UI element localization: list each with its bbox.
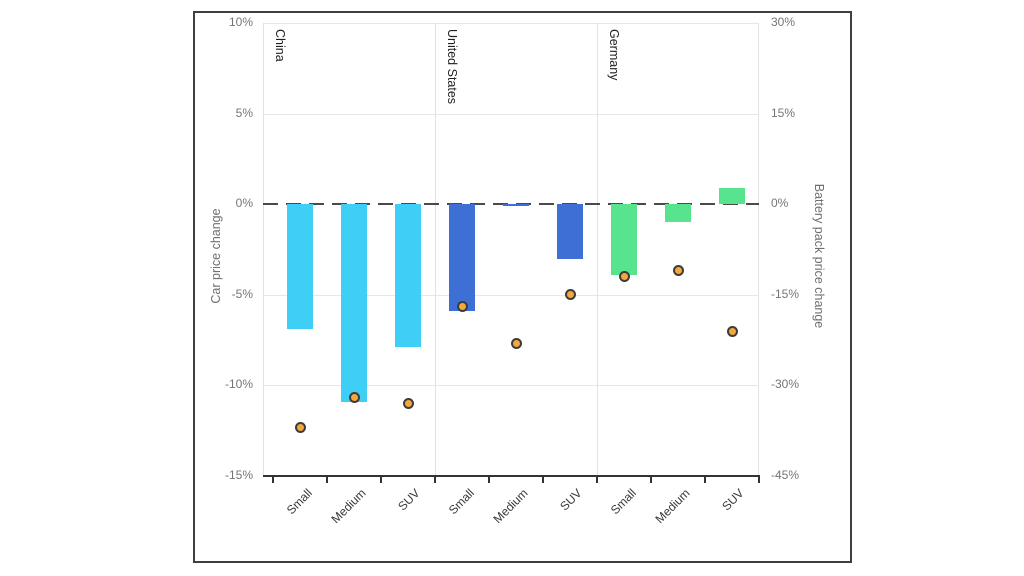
x-category-label-suv: SUV bbox=[395, 486, 423, 514]
gridline-h bbox=[263, 385, 759, 387]
facet-label-united-states: United States bbox=[445, 29, 459, 105]
bar-germany-small bbox=[611, 204, 637, 275]
x-category-label-medium: Medium bbox=[652, 486, 693, 527]
plot-area: China United States Germany bbox=[263, 23, 760, 483]
bar-germany-medium bbox=[665, 204, 691, 223]
dot-united-states-medium bbox=[510, 337, 522, 349]
x-axis-tick-mark bbox=[272, 476, 274, 483]
x-category-label-medium: Medium bbox=[490, 486, 531, 527]
left-axis-tick: -15% bbox=[224, 468, 253, 482]
x-category-label-small: Small bbox=[445, 486, 477, 518]
gridline-h bbox=[263, 113, 759, 115]
facet-label-china: China bbox=[273, 29, 287, 62]
bar-china-medium bbox=[341, 204, 367, 402]
x-axis-tick-mark bbox=[380, 476, 382, 483]
x-axis-line bbox=[263, 475, 760, 477]
x-axis-tick-mark bbox=[650, 476, 652, 483]
facet-separator bbox=[597, 23, 598, 476]
right-axis-tick: -30% bbox=[771, 377, 800, 392]
x-axis-tick-mark bbox=[758, 476, 760, 483]
x-axis-tick-mark bbox=[326, 476, 328, 483]
x-axis-tick-mark bbox=[488, 476, 490, 483]
right-axis-tick: 15% bbox=[771, 105, 796, 120]
bar-united-states-suv bbox=[557, 204, 583, 259]
right-axis-tick: 30% bbox=[771, 15, 796, 29]
facet-label-germany: Germany bbox=[607, 29, 621, 81]
right-axis-tick: -45% bbox=[771, 468, 800, 482]
left-axis-tick: -10% bbox=[224, 377, 253, 392]
left-axis-tick: 0% bbox=[235, 196, 253, 211]
x-category-label-suv: SUV bbox=[719, 486, 747, 514]
dot-united-states-suv bbox=[564, 289, 576, 301]
bar-united-states-medium bbox=[503, 204, 529, 206]
dot-germany-medium bbox=[672, 265, 684, 277]
dot-united-states-small bbox=[456, 301, 468, 313]
plot-right-border bbox=[758, 23, 759, 476]
right-axis-tick: 0% bbox=[771, 196, 789, 211]
dot-china-suv bbox=[402, 398, 414, 410]
left-axis-tick: -5% bbox=[231, 286, 253, 301]
x-category-label-small: Small bbox=[607, 486, 639, 518]
dot-china-medium bbox=[348, 391, 360, 403]
x-axis-tick-mark bbox=[596, 476, 598, 483]
left-axis-tick: 10% bbox=[228, 15, 253, 29]
dot-china-small bbox=[294, 422, 306, 434]
dot-germany-small bbox=[618, 271, 630, 283]
chart-box: Car price change Battery pack price chan… bbox=[193, 11, 852, 563]
bar-united-states-small bbox=[449, 204, 475, 312]
left-axis-tick: 5% bbox=[235, 105, 253, 120]
bar-china-suv bbox=[395, 204, 421, 348]
right-axis-tick: -15% bbox=[771, 286, 800, 301]
x-axis-tick-mark bbox=[704, 476, 706, 483]
bar-germany-suv bbox=[719, 187, 745, 205]
x-category-label-small: Small bbox=[283, 486, 315, 518]
dot-germany-suv bbox=[726, 325, 738, 337]
x-axis-tick-mark bbox=[542, 476, 544, 483]
bar-china-small bbox=[287, 204, 313, 330]
gridline-h bbox=[263, 294, 759, 296]
gridline-h bbox=[263, 23, 759, 24]
plot-left-border bbox=[263, 23, 264, 476]
x-category-label-suv: SUV bbox=[557, 486, 585, 514]
x-category-label-medium: Medium bbox=[328, 486, 369, 527]
facet-separator bbox=[435, 23, 436, 476]
x-axis-tick-mark bbox=[434, 476, 436, 483]
